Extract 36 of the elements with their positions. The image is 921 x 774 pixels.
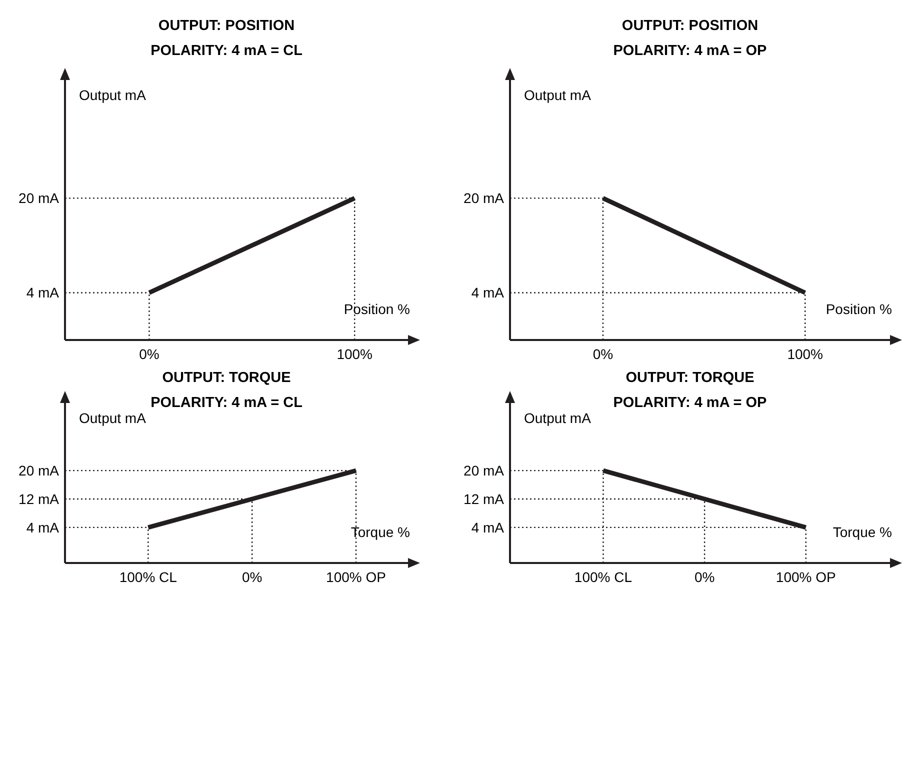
x-tick-label: 0% (242, 569, 262, 585)
x-tick-label: 100% OP (776, 569, 836, 585)
chart-subtitle: POLARITY: 4 mA = OP (613, 43, 768, 59)
chart-subtitle: POLARITY: 4 mA = OP (613, 395, 768, 411)
y-tick-label: 20 mA (464, 462, 505, 479)
y-axis-title: Output mA (79, 410, 147, 426)
y-tick-label: 12 mA (464, 491, 505, 507)
chart-subtitle: POLARITY: 4 mA = CL (150, 395, 303, 411)
y-axis-title: Output mA (79, 87, 147, 103)
x-axis-title: Torque % (832, 524, 892, 540)
x-tick-label: 0% (694, 569, 715, 585)
y-tick-label: 4 mA (471, 519, 505, 536)
x-axis-title: Position % (826, 301, 892, 317)
y-tick-label: 20 mA (464, 190, 505, 206)
x-tick-label: 100% (787, 346, 824, 362)
x-tick-label: 100% CL (574, 569, 632, 585)
chart-title: OUTPUT: TORQUE (162, 370, 292, 386)
chart-subtitle: POLARITY: 4 mA = CL (150, 43, 303, 59)
x-tick-label: 100% CL (119, 569, 178, 585)
chart-title: OUTPUT: POSITION (622, 18, 758, 34)
y-tick-label: 4 mA (471, 284, 505, 301)
x-axis-title: Position % (344, 301, 410, 317)
y-tick-label: 4 mA (26, 284, 60, 301)
x-tick-label: 0% (592, 346, 614, 362)
y-axis-title: Output mA (524, 410, 592, 426)
y-tick-label: 4 mA (26, 519, 60, 536)
chart-title: OUTPUT: POSITION (158, 18, 295, 34)
x-tick-label: 0% (139, 346, 160, 362)
x-axis-title: Torque % (350, 524, 410, 540)
y-axis-title: Output mA (524, 87, 592, 103)
y-tick-label: 12 mA (18, 491, 60, 507)
y-tick-label: 20 mA (18, 190, 60, 206)
x-tick-label: 100% (336, 346, 373, 362)
y-tick-label: 20 mA (18, 462, 60, 479)
x-tick-label: 100% OP (326, 569, 386, 585)
chart-title: OUTPUT: TORQUE (626, 370, 755, 386)
